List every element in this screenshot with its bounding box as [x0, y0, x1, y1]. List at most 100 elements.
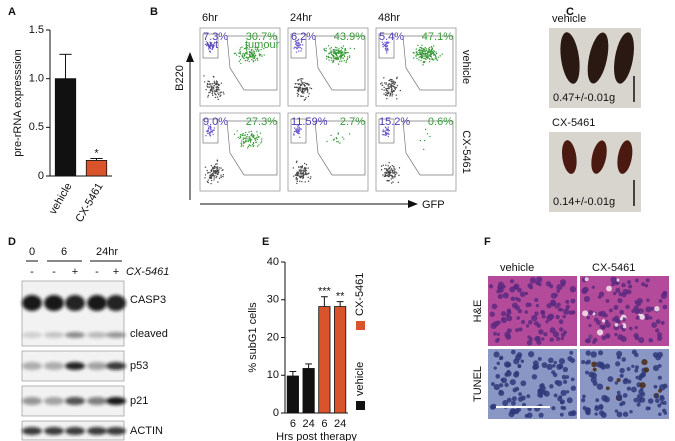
wt-percent: 11.59%: [291, 116, 328, 128]
nucleus: [549, 327, 556, 334]
event-dot: [220, 176, 222, 178]
nucleus: [604, 363, 611, 369]
nucleus: [559, 327, 564, 332]
event-dot: [216, 171, 218, 173]
event-dot: [392, 80, 394, 82]
nucleus: [628, 284, 633, 289]
nucleus: [571, 411, 576, 415]
nucleus: [556, 289, 560, 293]
event-dot: [239, 47, 242, 49]
event-dot: [214, 167, 216, 169]
event-dot: [245, 141, 247, 143]
event-dot: [384, 130, 386, 132]
event-dot: [297, 83, 300, 86]
event-dot: [339, 58, 342, 60]
event-dot: [341, 136, 344, 138]
event-dot: [205, 40, 208, 43]
event-dot: [295, 46, 297, 49]
event-dot: [385, 91, 387, 94]
event-dot: [219, 92, 221, 94]
event-dot: [254, 59, 257, 61]
x-tick-label: 6: [321, 418, 327, 430]
event-dot: [337, 63, 340, 65]
nucleus: [551, 370, 556, 375]
event-dot: [343, 55, 346, 58]
nucleus: [616, 393, 623, 401]
event-dot: [433, 54, 435, 56]
nucleus: [621, 292, 627, 298]
spleen: [561, 140, 577, 174]
band: [87, 397, 107, 405]
nucleus: [584, 339, 589, 343]
nucleus: [500, 378, 504, 382]
event-dot: [298, 50, 300, 52]
event-dot: [302, 169, 305, 171]
event-dot: [249, 139, 252, 141]
nucleus: [582, 405, 587, 411]
nucleus: [591, 361, 597, 368]
event-dot: [416, 57, 418, 60]
nucleus: [516, 316, 521, 320]
wt-percent: 15.2%: [379, 116, 410, 128]
event-dot: [394, 82, 396, 84]
event-dot: [216, 159, 218, 161]
y-axis-label: pre-rRNA expresssion: [12, 49, 24, 157]
spleen: [587, 32, 609, 84]
band: [22, 295, 42, 311]
event-dot: [391, 164, 394, 167]
event-dot: [436, 58, 438, 60]
legend-label: vehicle: [354, 362, 366, 396]
event-dot: [253, 138, 256, 140]
event-dot: [206, 180, 209, 183]
nucleus: [596, 383, 604, 390]
nucleus: [663, 411, 668, 415]
nucleus: [511, 302, 518, 309]
event-dot: [296, 128, 298, 130]
event-dot: [294, 130, 297, 132]
event-dot: [388, 171, 390, 174]
nucleus: [657, 351, 664, 358]
nucleus: [498, 383, 504, 388]
event-dot: [391, 95, 393, 97]
band: [44, 295, 64, 311]
event-dot: [245, 49, 248, 51]
nucleus: [515, 328, 520, 333]
event-dot: [310, 87, 313, 90]
event-dot: [212, 75, 215, 78]
event-dot: [425, 49, 428, 52]
event-dot: [339, 51, 341, 53]
event-dot: [430, 56, 433, 58]
event-dot: [213, 82, 216, 84]
nucleus: [595, 398, 600, 403]
tumour-gate: [226, 35, 278, 91]
event-dot: [334, 57, 336, 60]
event-dot: [343, 59, 345, 62]
event-dot: [298, 169, 301, 171]
significance: **: [336, 291, 345, 303]
event-dot: [306, 82, 309, 85]
event-dot: [342, 57, 345, 59]
event-dot: [293, 86, 296, 89]
nucleus: [652, 364, 660, 372]
nucleus: [633, 397, 638, 403]
event-dot: [428, 46, 431, 49]
event-dot: [256, 49, 259, 51]
event-dot: [212, 170, 215, 173]
event-dot: [213, 127, 216, 129]
nucleus: [558, 358, 566, 365]
nucleus: [662, 291, 668, 296]
event-dot: [338, 50, 340, 52]
event-dot: [248, 144, 251, 146]
event-dot: [381, 84, 384, 87]
nucleus: [641, 282, 646, 287]
event-dot: [248, 136, 251, 138]
event-dot: [293, 127, 296, 129]
event-dot: [389, 78, 392, 81]
event-dot: [245, 136, 248, 138]
event-dot: [430, 55, 432, 57]
event-dot: [393, 167, 395, 169]
event-dot: [388, 88, 390, 90]
nucleus: [614, 323, 619, 327]
nucleus: [592, 367, 597, 372]
event-dot: [252, 50, 255, 52]
